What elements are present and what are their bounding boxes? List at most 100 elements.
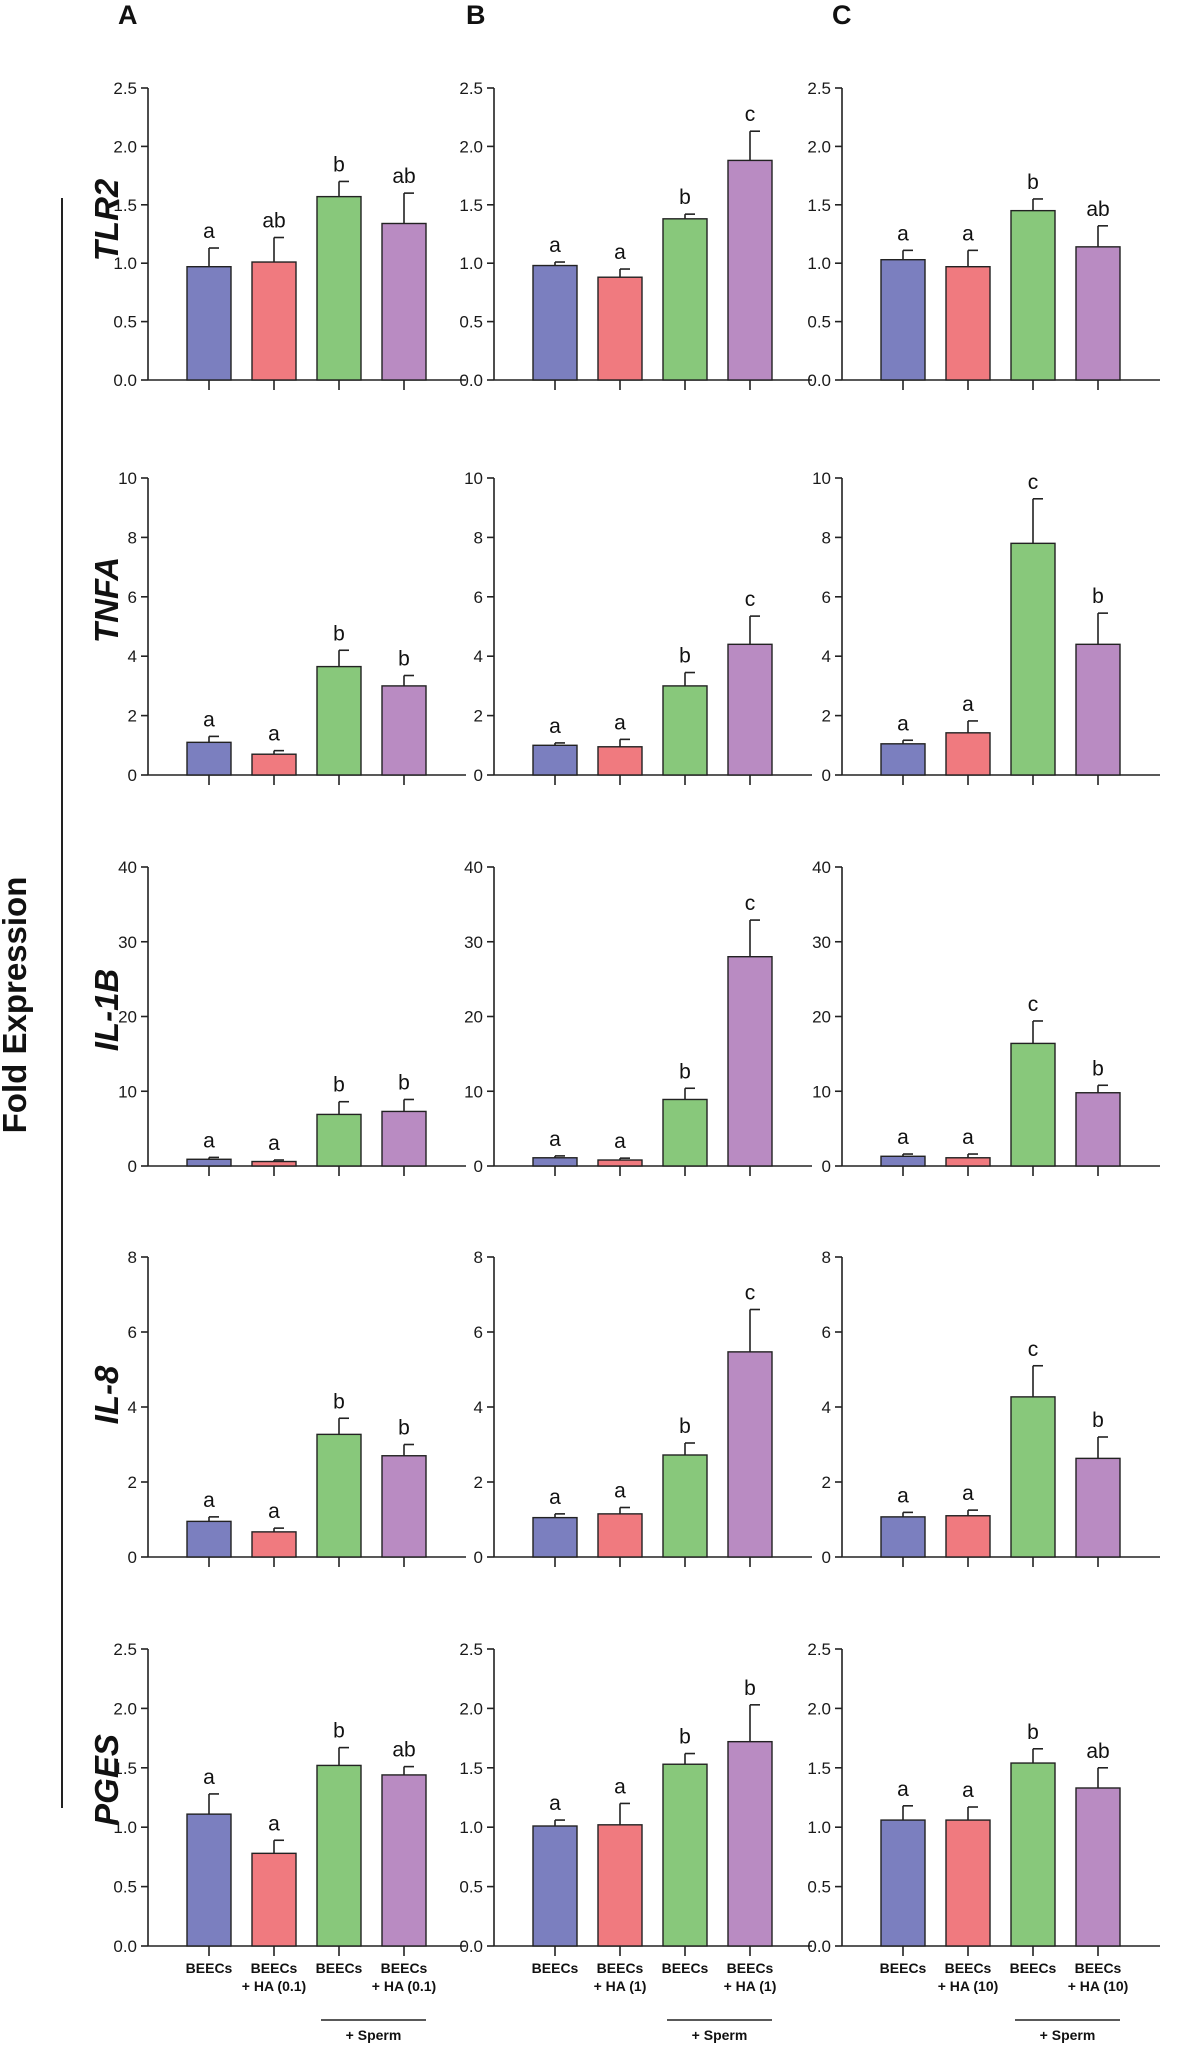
significance-letter: b <box>1027 171 1039 194</box>
bar-2 <box>597 1513 643 1558</box>
bar-3 <box>662 218 708 381</box>
chart-tnfa-panel-c: 0 2 4 6 8 10 a a c b <box>812 469 1160 785</box>
significance-letter: b <box>333 1390 345 1413</box>
chart-il-8-panel-b: 0 2 4 6 8 a a b c <box>474 1248 812 1567</box>
y-tick-label: 40 <box>812 858 831 877</box>
y-tick-label: 1.5 <box>459 196 483 215</box>
bar-4 <box>1075 643 1121 776</box>
chart-tnfa-panel-a: 0 2 4 6 8 10 a a b b <box>118 469 466 785</box>
gene-label-tlr2: TLR2 <box>88 178 125 261</box>
significance-letter: ab <box>392 1739 415 1762</box>
gene-label-tnfa: TNFA <box>88 557 125 643</box>
y-tick-label: 0.0 <box>807 371 831 390</box>
y-tick-label: 2.5 <box>459 1640 483 1659</box>
y-tick-label: 6 <box>474 1323 483 1342</box>
y-tick-label: 4 <box>822 647 831 666</box>
bar-3 <box>662 685 708 776</box>
y-tick-label: 1.0 <box>113 1818 137 1837</box>
bar-4 <box>727 643 773 776</box>
significance-letter: a <box>897 222 909 245</box>
y-tick-label: 0 <box>822 1548 831 1567</box>
y-tick-label: 4 <box>128 647 137 666</box>
y-tick-label: 2 <box>822 1473 831 1492</box>
y-tick-label: 8 <box>474 1248 483 1267</box>
y-tick-label: 0.5 <box>113 313 137 332</box>
significance-letter: c <box>745 892 756 915</box>
x-category-label: BEECs <box>1075 1960 1122 1976</box>
significance-letter: a <box>897 1484 909 1507</box>
bar-2 <box>945 1157 991 1167</box>
bar-3 <box>316 1433 362 1558</box>
significance-letter: b <box>679 1415 691 1438</box>
y-tick-label: 0.5 <box>459 1878 483 1897</box>
x-category-label: BEECs <box>727 1960 774 1976</box>
significance-letter: a <box>962 222 974 245</box>
bar-4 <box>1075 1457 1121 1558</box>
y-tick-label: 6 <box>474 588 483 607</box>
bar-4 <box>1075 1787 1121 1947</box>
significance-letter: b <box>333 1720 345 1743</box>
bar-4 <box>381 222 427 381</box>
y-tick-label: 8 <box>822 1248 831 1267</box>
y-tick-label: 1.0 <box>459 254 483 273</box>
bar-3 <box>662 1763 708 1947</box>
bar-1 <box>532 744 578 776</box>
chart-tlr2-panel-b: 0.0 0.5 1.0 1.5 2.0 2.5 a a b c <box>459 79 812 390</box>
y-tick-label: 0.0 <box>113 1937 137 1956</box>
bar-1 <box>186 741 232 776</box>
y-tick-label: 2.5 <box>113 1640 137 1659</box>
sperm-label: + Sperm <box>692 2027 748 2043</box>
bar-4 <box>381 685 427 776</box>
significance-letter: a <box>268 1812 280 1835</box>
figure-overlay: A B C Fold Expression <box>0 0 852 1808</box>
significance-letter: a <box>549 234 561 257</box>
bar-4 <box>727 159 773 381</box>
bar-1 <box>880 743 926 776</box>
significance-letter: b <box>679 1060 691 1083</box>
y-tick-label: 6 <box>128 1323 137 1342</box>
y-tick-label: 10 <box>464 469 483 488</box>
bar-2 <box>945 1515 991 1558</box>
x-category-label: BEECs <box>186 1960 233 1976</box>
significance-letter: ab <box>262 210 285 233</box>
chart-il-1b-panel-b: 0 10 20 30 40 a a b c <box>464 858 812 1176</box>
y-tick-label: 0 <box>822 766 831 785</box>
x-category-label: BEECs <box>597 1960 644 1976</box>
significance-letter: b <box>398 1417 410 1440</box>
y-tick-label: 8 <box>822 528 831 547</box>
bar-3 <box>316 195 362 381</box>
x-category-label: + HA (10) <box>938 1978 999 1994</box>
chart-il-1b-panel-c: 0 10 20 30 40 a a c b <box>812 858 1160 1176</box>
significance-letter: a <box>203 1766 215 1789</box>
y-tick-label: 0.5 <box>807 313 831 332</box>
significance-letter: a <box>897 1126 909 1149</box>
significance-letter: a <box>203 1129 215 1152</box>
y-tick-label: 0.0 <box>807 1937 831 1956</box>
significance-letter: b <box>1027 1721 1039 1744</box>
y-tick-label: 6 <box>822 588 831 607</box>
x-category-label: BEECs <box>532 1960 579 1976</box>
significance-letter: b <box>1092 585 1104 608</box>
sperm-label: + Sperm <box>346 2027 402 2043</box>
y-tick-label: 1.0 <box>113 254 137 273</box>
bar-3 <box>1010 1762 1056 1947</box>
bar-4 <box>381 1455 427 1558</box>
bar-2 <box>251 753 297 776</box>
significance-letter: a <box>549 1128 561 1151</box>
significance-letter: a <box>897 1778 909 1801</box>
significance-letter: a <box>614 1480 626 1503</box>
significance-letter: a <box>614 1775 626 1798</box>
y-tick-label: 2.0 <box>113 137 137 156</box>
x-category-label: BEECs <box>316 1960 363 1976</box>
y-tick-label: 0.5 <box>807 1878 831 1897</box>
bar-2 <box>597 746 643 776</box>
y-tick-label: 10 <box>812 469 831 488</box>
y-tick-label: 2.5 <box>113 79 137 98</box>
significance-letter: b <box>679 186 691 209</box>
y-tick-label: 4 <box>474 647 483 666</box>
y-tick-label: 1.5 <box>807 196 831 215</box>
bar-3 <box>1010 542 1056 776</box>
